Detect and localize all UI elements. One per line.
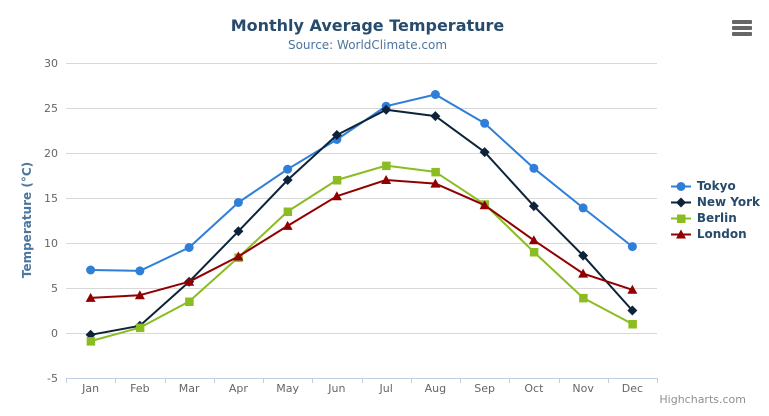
tokyo-point-nov[interactable] — [578, 203, 588, 213]
y-tick-label: 20 — [44, 147, 58, 160]
berlin-point-mar[interactable] — [185, 297, 194, 307]
x-tick-label-aug: Aug — [425, 382, 446, 395]
y-gridlines — [66, 63, 657, 379]
line-berlin — [89, 164, 634, 343]
x-tick-label-oct: Oct — [524, 382, 544, 395]
legend-marker-shape[interactable] — [675, 197, 686, 207]
x-tick-label-sep: Sep — [474, 382, 495, 395]
tokyo-point-feb[interactable] — [135, 266, 145, 276]
new-york-point-dec[interactable] — [627, 305, 638, 316]
london-point-sep[interactable] — [479, 200, 490, 210]
legend-marker-triangle-icon — [670, 229, 691, 238]
x-tick-label-apr: Apr — [229, 382, 249, 395]
tokyo-point-mar[interactable] — [184, 243, 194, 252]
line-london — [89, 179, 634, 299]
legend-marker-shape[interactable] — [676, 181, 686, 191]
berlin-point-feb[interactable] — [135, 323, 145, 333]
x-tick-label-dec: Dec — [622, 382, 643, 395]
tokyo-point-oct[interactable] — [529, 163, 539, 173]
tokyo-point-dec[interactable] — [627, 242, 637, 252]
y-tick-label: 15 — [44, 192, 58, 205]
series-tokyo[interactable] — [86, 90, 637, 276]
berlin-point-jan[interactable] — [86, 337, 96, 346]
chart-subtitle: Source: WorldClimate.com — [287, 38, 448, 52]
line-tokyo — [89, 93, 634, 272]
london-point-may[interactable] — [282, 220, 293, 230]
london-point-mar[interactable] — [184, 276, 195, 286]
y-tick-label: -5 — [47, 372, 58, 385]
x-tick-label-feb: Feb — [130, 382, 149, 395]
new-york-point-nov[interactable] — [578, 250, 589, 261]
legend-marker-square-icon — [670, 214, 691, 223]
berlin-point-aug[interactable] — [431, 167, 440, 177]
tokyo-point-jan[interactable] — [86, 265, 96, 275]
legend-marker-shape[interactable] — [676, 214, 686, 223]
x-tick-label-jul: Jul — [378, 382, 392, 395]
london-point-oct[interactable] — [528, 235, 539, 245]
berlin-point-dec[interactable] — [628, 320, 637, 329]
berlin-point-oct[interactable] — [529, 248, 539, 257]
legend-label: Berlin — [696, 211, 737, 225]
y-axis-title: Temperature (°C) — [20, 161, 34, 279]
x-tick-label-mar: Mar — [179, 382, 200, 395]
x-tick-label-jun: Jun — [327, 382, 345, 395]
legend-item-tokyo[interactable]: Tokyo — [670, 179, 760, 193]
berlin-point-jul[interactable] — [382, 161, 391, 171]
y-tick-label: 30 — [44, 57, 58, 70]
new-york-point-jul[interactable] — [381, 104, 392, 115]
credits-link[interactable]: Highcharts.com — [659, 393, 746, 406]
london-point-jul[interactable] — [381, 175, 392, 184]
london-point-dec[interactable] — [627, 284, 638, 294]
legend-label: London — [696, 227, 747, 241]
legend-label: Tokyo — [696, 179, 736, 193]
london-point-apr[interactable] — [233, 251, 244, 261]
line-new-york — [89, 108, 634, 336]
x-tick-label-nov: Nov — [572, 382, 594, 395]
chart-title: Monthly Average Temperature — [230, 16, 505, 35]
legend-marker-diamond-icon — [670, 197, 691, 207]
y-tick-label: 5 — [51, 282, 58, 295]
new-york-point-oct[interactable] — [528, 201, 539, 212]
berlin-point-jun[interactable] — [332, 176, 342, 185]
new-york-point-sep[interactable] — [479, 147, 490, 158]
legend-item-london[interactable]: London — [670, 227, 760, 241]
export-menu-button[interactable] — [731, 19, 755, 37]
y-tick-label: 10 — [44, 237, 58, 250]
tokyo-point-sep[interactable] — [480, 118, 490, 128]
london-point-nov[interactable] — [578, 268, 589, 278]
hamburger-icon — [732, 32, 752, 36]
x-tick-label-may: May — [276, 382, 299, 395]
new-york-point-apr[interactable] — [233, 226, 244, 237]
new-york-point-may[interactable] — [282, 175, 293, 185]
y-axis-labels: -5 0 5 10 15 20 25 30 — [44, 57, 58, 385]
tokyo-point-may[interactable] — [283, 164, 293, 174]
x-tick-label-jan: Jan — [81, 382, 99, 395]
london-point-aug[interactable] — [430, 178, 441, 188]
x-axis — [66, 378, 658, 383]
legend-marker-shape[interactable] — [675, 229, 686, 238]
london-point-jun[interactable] — [331, 191, 342, 201]
london-point-jan[interactable] — [85, 292, 96, 302]
berlin-point-may[interactable] — [283, 207, 293, 217]
new-york-point-aug[interactable] — [430, 111, 441, 122]
new-york-point-jun[interactable] — [331, 130, 342, 140]
tokyo-point-aug[interactable] — [430, 90, 440, 99]
y-tick-label: 25 — [44, 102, 58, 115]
berlin-point-nov[interactable] — [579, 293, 588, 303]
london-point-feb[interactable] — [134, 290, 145, 300]
legend: Tokyo New York Berlin London — [670, 179, 760, 241]
series-london[interactable] — [85, 175, 638, 302]
legend-item-new-york[interactable]: New York — [670, 195, 760, 209]
hamburger-icon — [732, 26, 752, 30]
hamburger-icon — [732, 20, 752, 24]
legend-marker-circle-icon — [670, 181, 691, 191]
x-axis-labels: Jan Feb Mar Apr May Jun Jul Aug Sep Oct Nov Dec — [81, 382, 643, 395]
legend-item-berlin[interactable]: Berlin — [670, 211, 760, 225]
series-new-york[interactable] — [85, 104, 638, 340]
legend-label: New York — [696, 195, 760, 209]
tokyo-point-apr[interactable] — [233, 198, 243, 207]
y-tick-label: 0 — [51, 327, 58, 340]
